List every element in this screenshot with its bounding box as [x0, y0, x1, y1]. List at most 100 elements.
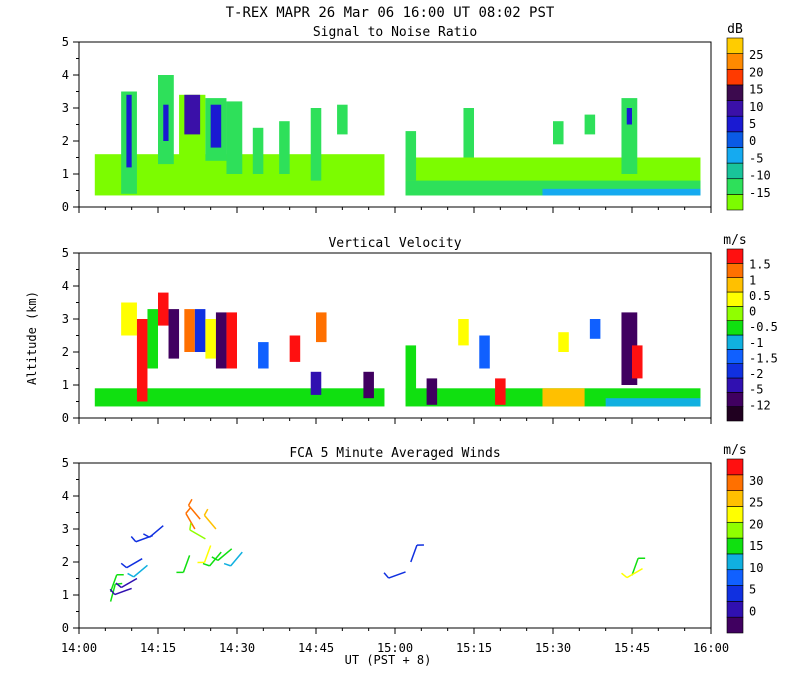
panel-0-colorbar-seg-9	[726, 53, 744, 70]
wind-barb-8-shaft	[182, 555, 191, 573]
panel-2-colorbar-seg-5	[726, 537, 744, 555]
panel-2-colorbar-unit: m/s	[723, 443, 746, 458]
panel-0-data-block-12	[226, 101, 243, 174]
panel-2-colorbar-label-4: 20	[749, 517, 763, 531]
panel-1-colorbar-seg-1	[726, 392, 744, 407]
panel-1-colorbar-label-6: 0	[749, 305, 756, 319]
panel-0-data-block-14	[279, 121, 290, 174]
wind-barb-11-shaft	[189, 529, 206, 540]
panel-1-colorbar-seg-7	[726, 306, 744, 321]
wind-barb-8	[176, 555, 191, 574]
panel-1-colorbar-seg-6	[726, 320, 744, 336]
xtick-label-7: 15:45	[614, 641, 650, 655]
panel-0-ytick-label-4: 4	[62, 68, 69, 82]
panel-0-colorbar-label-3: 0	[749, 134, 756, 148]
wind-barb-7-shaft	[148, 525, 164, 538]
panel-0-colorbar-label-2: -5	[749, 151, 763, 165]
wind-barb-6-feather	[130, 535, 137, 543]
panel-0-data-block-18	[463, 108, 474, 158]
panel-0-colorbar-seg-7	[726, 84, 744, 101]
panel-1-data-block-15	[289, 335, 301, 362]
wind-barb-15-feather	[211, 556, 219, 562]
panel-1-colorbar-label-8: 1	[749, 273, 756, 287]
panel-1-data-block-17	[316, 312, 327, 343]
panel-1-data-block-19	[405, 345, 417, 402]
panel-1-data-block-23	[495, 378, 506, 405]
x-axis-label: UT (PST + 8)	[345, 653, 432, 667]
panel-0-data-block-16	[337, 104, 348, 135]
panel-1-ytick-label-5: 5	[62, 246, 69, 260]
panel-2-colorbar-seg-10	[726, 458, 744, 476]
wind-barb-14-feather	[202, 562, 210, 567]
panel-0-colorbar-seg-10	[726, 37, 744, 54]
wind-barb-17-shaft	[388, 571, 406, 579]
panel-1-colorbar-seg-2	[726, 377, 744, 393]
wind-barb-15-shaft	[217, 548, 233, 561]
panel-0-colorbar-label-4: 5	[749, 117, 756, 131]
panel-1-colorbar-seg-11	[726, 248, 744, 264]
xtick-label-0: 14:00	[61, 641, 97, 655]
panel-0-data-block-17	[405, 131, 417, 181]
panel-1-colorbar-seg-3	[726, 363, 744, 379]
panel-1-colorbar-label-9: 1.5	[749, 258, 771, 272]
panel-1-data-block-14	[258, 342, 269, 369]
panel-0-data-block-20	[584, 114, 596, 135]
wind-barb-15	[211, 548, 233, 562]
panel-2: FCA 5 Minute Averaged Winds 0 1 2 3 4 5 14:00 14…	[61, 443, 764, 655]
panel-1-data-block-13	[226, 312, 237, 369]
panel-2-colorbar-label-3: 15	[749, 539, 763, 553]
figure-title: T-REX MAPR 26 Mar 06 16:00 UT 08:02 PST	[226, 5, 555, 21]
wind-barb-9	[185, 507, 196, 530]
panel-0-colorbar-seg-1	[726, 178, 744, 195]
panel-2-colorbar-seg-0	[726, 616, 744, 634]
wind-barb-12-shaft	[203, 545, 212, 563]
panel-2-ytick-label-0: 0	[62, 621, 69, 635]
panel-1-data-block-12	[215, 312, 227, 369]
panel-1-data-block-20	[426, 378, 438, 405]
wind-barb-16	[223, 551, 243, 567]
panel-1-data-block-16	[310, 371, 322, 395]
panel-1-colorbar-seg-10	[726, 263, 744, 278]
panel-0-colorbar-unit: dB	[727, 22, 743, 37]
wind-barb-0	[109, 573, 124, 592]
wind-barb-5	[127, 564, 148, 578]
panel-0-ytick-label-2: 2	[62, 134, 69, 148]
panel-1-data-block-11	[205, 319, 216, 359]
wind-barb-17	[383, 571, 406, 579]
panel-2-colorbar-seg-9	[726, 474, 744, 491]
panel-1-ytick-label-1: 1	[62, 378, 69, 392]
panel-1: Vertical Velocity 0 1 2 3 4 5 -12-5 -2 -1.5-1 -0.5…	[62, 233, 778, 425]
wind-barb-5-shaft	[133, 564, 148, 578]
panel-0-ytick-label-3: 3	[62, 101, 69, 115]
panel-1-data-block-8	[168, 309, 180, 359]
panel-2-colorbar-seg-8	[726, 490, 744, 507]
panel-1-data-block-10	[194, 309, 206, 352]
wind-barb-18	[410, 544, 424, 563]
panel-0-colorbar-seg-3	[726, 147, 744, 164]
wind-barb-5-feather	[127, 572, 135, 578]
wind-barb-2-shaft	[114, 587, 132, 596]
panel-0-data-block-3	[542, 188, 701, 196]
panel-1-colorbar-label-3: -1.5	[749, 351, 778, 365]
panel-1-colorbar-label-0: -12	[749, 398, 771, 412]
wind-barb-0-shaft	[109, 574, 118, 592]
wind-barb-3-feather	[115, 582, 122, 589]
panel-1-ytick-label-0: 0	[62, 411, 69, 425]
panel-0-data-block-19	[553, 121, 564, 145]
xtick-label-5: 15:15	[456, 641, 492, 655]
panel-2-ytick-label-2: 2	[62, 555, 69, 569]
wind-barb-10-shaft	[187, 504, 201, 520]
panel-0-colorbar-label-6: 15	[749, 83, 763, 97]
panel-1-colorbar-label-5: -0.5	[749, 320, 778, 334]
panel-1-colorbar-seg-0	[726, 406, 744, 422]
panel-2-ytick-label-3: 3	[62, 522, 69, 536]
wind-barb-18-shaft	[410, 544, 418, 563]
wind-barb-20	[621, 567, 643, 579]
wind-barb-13-feather	[203, 508, 209, 516]
wind-barb-20-feather	[621, 572, 628, 579]
panel-1-colorbar-unit: m/s	[723, 233, 746, 248]
wind-barb-2	[109, 587, 132, 596]
panel-2-colorbar-label-2: 10	[749, 561, 763, 575]
panel-1-data-block-24	[558, 332, 569, 352]
wind-barb-19-shaft	[631, 558, 639, 576]
